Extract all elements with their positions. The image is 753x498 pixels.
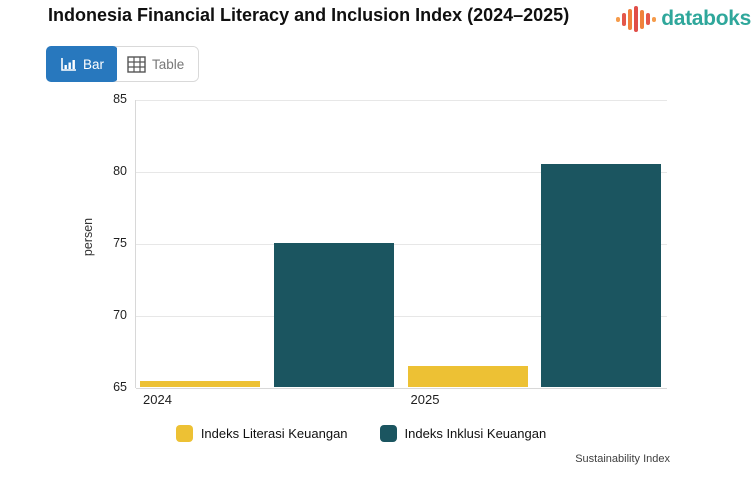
databoks-pulse-bar — [646, 13, 650, 25]
plot-area — [135, 100, 667, 389]
y-tick-label-65: 65 — [113, 380, 127, 394]
gridline-80 — [136, 172, 667, 173]
databoks-pulse-icon — [616, 4, 658, 34]
databoks-pulse-bar — [640, 9, 644, 29]
databoks-logo-text: databoks — [661, 7, 751, 30]
bar-chart-icon — [60, 57, 77, 72]
databoks-pulse-bar — [652, 16, 656, 22]
gridline-65 — [136, 388, 667, 389]
page-title: Indonesia Financial Literacy and Inclusi… — [48, 5, 570, 25]
bar-2024-inklusi[interactable] — [273, 242, 394, 387]
bar-2025-inklusi[interactable] — [541, 163, 662, 387]
legend: Indeks Literasi Keuangan Indeks Inklusi K… — [0, 425, 722, 442]
bar-2025-literasi[interactable] — [407, 365, 528, 387]
legend-item[interactable]: Indeks Literasi Keuangan — [175, 425, 348, 442]
bar-view-button[interactable]: Bar — [46, 46, 119, 82]
legend-swatch — [175, 425, 193, 442]
y-tick-label-70: 70 — [113, 308, 127, 322]
x-tick-label-2024: 2024 — [143, 392, 172, 407]
databoks-pulse-bar — [616, 16, 620, 22]
table-view-label: Table — [152, 56, 185, 72]
y-axis-title: persen — [81, 217, 95, 257]
gridline-75 — [136, 244, 667, 245]
table-view-button[interactable]: Table — [117, 47, 199, 81]
table-icon — [127, 55, 146, 73]
bar-2024-literasi[interactable] — [140, 380, 260, 387]
databoks-pulse-bar — [628, 8, 632, 30]
x-tick-label-2025: 2025 — [410, 392, 440, 407]
y-tick-label-75: 75 — [113, 236, 127, 250]
legend-label: Indeks Inklusi Keuangan — [404, 426, 547, 441]
bar-view-label: Bar — [83, 56, 105, 72]
y-tick-label-80: 80 — [113, 164, 127, 178]
legend-swatch — [379, 425, 397, 442]
y-tick-label-85: 85 — [113, 92, 127, 106]
source-note: Sustainability Index — [575, 453, 670, 465]
legend-label: Indeks Literasi Keuangan — [200, 426, 348, 441]
view-toggle: Bar Table — [46, 46, 200, 82]
gridline-85 — [136, 100, 667, 101]
gridline-70 — [136, 316, 667, 317]
databoks-pulse-bar — [622, 12, 626, 26]
databoks-pulse-bar — [634, 6, 638, 32]
legend-item[interactable]: Indeks Inklusi Keuangan — [379, 425, 547, 442]
databoks-logo: databoks — [616, 4, 751, 34]
